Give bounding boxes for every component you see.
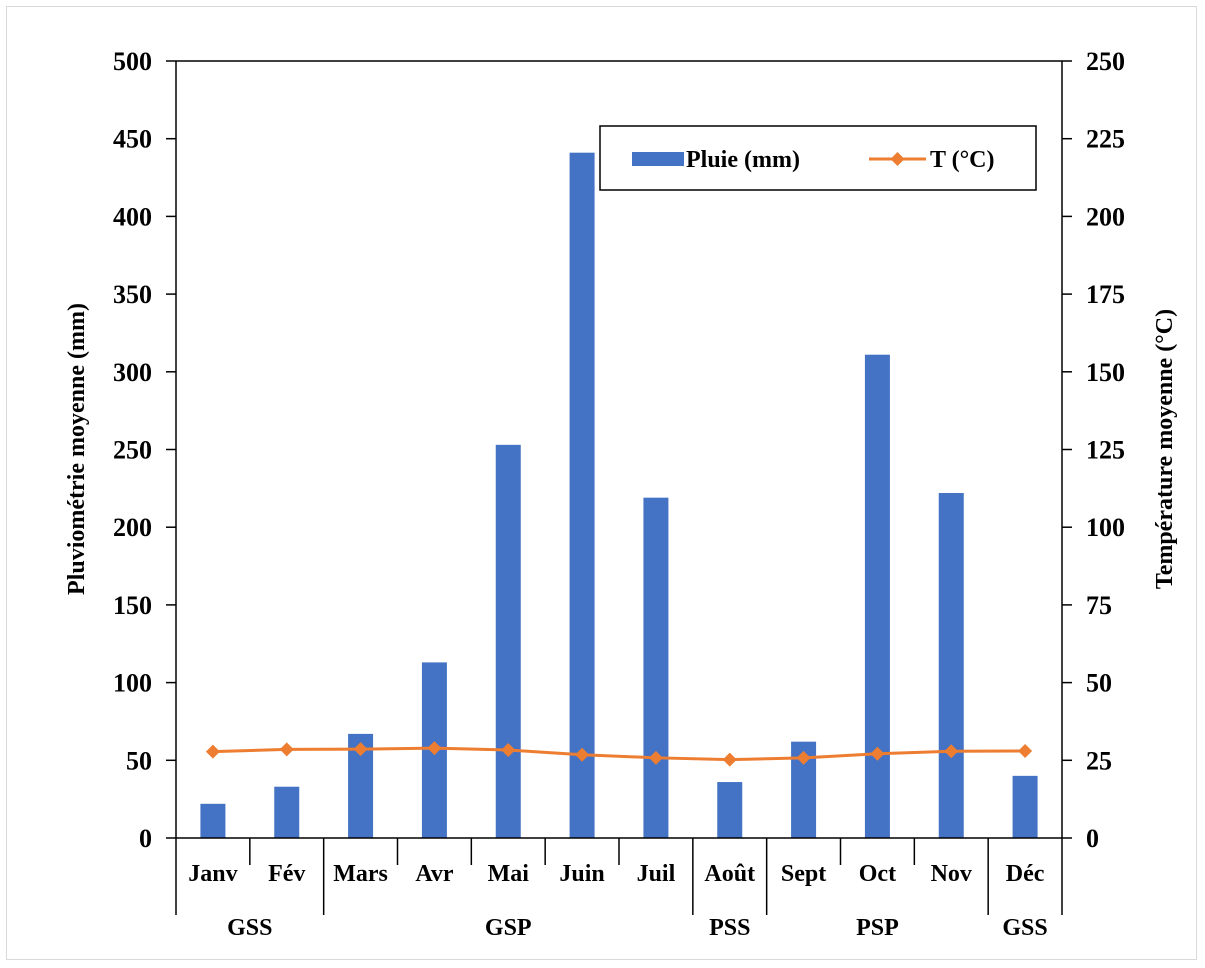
left-tick-label: 50 <box>126 746 152 775</box>
month-labels: Janv Fév Mars Avr Mai Juin Juil Août Sept Oct Nov D… <box>188 838 1045 887</box>
left-tick-label: 400 <box>113 202 152 231</box>
temp-marker-Juil <box>648 750 663 765</box>
legend-rain-label: Pluie (mm) <box>686 147 800 173</box>
temp-marker-Oct <box>870 746 885 761</box>
temp-marker-Fév <box>279 742 294 757</box>
month-label-9: Sept <box>781 861 826 887</box>
temp-marker-Sept <box>796 750 811 765</box>
left-tick-label: 200 <box>113 513 152 542</box>
season-label-4: PSP <box>856 915 899 941</box>
month-label-4: Avr <box>415 861 454 887</box>
right-tick-label: 50 <box>1086 669 1112 698</box>
rain-bar-Juin <box>569 152 595 838</box>
legend-temp-marker <box>890 152 905 166</box>
right-tick-label: 0 <box>1086 824 1099 853</box>
right-tick-label: 25 <box>1086 746 1112 775</box>
legend: Pluie (mm) T (°C) <box>599 125 1037 191</box>
legend-box <box>599 125 1037 191</box>
temperature-line <box>205 741 1033 767</box>
month-label-6: Juin <box>559 861 604 887</box>
right-axis-title: Température moyenne (°C) <box>1152 309 1178 589</box>
month-label-2: Fév <box>268 861 305 887</box>
rain-bar-Janv <box>200 803 226 838</box>
temp-marker-Août <box>722 752 737 767</box>
right-tick-label: 75 <box>1086 591 1112 620</box>
right-tick-label: 125 <box>1086 436 1125 465</box>
season-label-2: GSP <box>485 915 532 941</box>
season-label-3: PSS <box>709 915 750 941</box>
rain-bar-Déc <box>1012 775 1038 838</box>
left-tick-label: 150 <box>113 591 152 620</box>
month-label-3: Mars <box>333 861 388 887</box>
left-tick-label: 450 <box>113 125 152 154</box>
right-axis-ticks: 0 25 50 75 100 125 150 175 200 225 250 <box>1062 47 1125 853</box>
month-label-10: Oct <box>859 861 896 887</box>
left-tick-label: 300 <box>113 358 152 387</box>
rain-bars <box>200 152 1038 838</box>
right-tick-label: 150 <box>1086 358 1125 387</box>
month-label-12: Déc <box>1006 861 1045 887</box>
left-tick-label: 500 <box>113 47 152 76</box>
legend-rain-swatch <box>632 152 684 166</box>
left-tick-label: 350 <box>113 280 152 309</box>
month-label-7: Juil <box>637 861 676 887</box>
temperature-series-line <box>212 746 1026 762</box>
legend-temp-label: T (°C) <box>930 147 995 173</box>
temp-marker-Déc <box>1018 743 1033 758</box>
right-tick-label: 250 <box>1086 47 1125 76</box>
left-axis-title: Pluviométrie moyenne (mm) <box>64 303 90 595</box>
left-tick-label: 100 <box>113 669 152 698</box>
chart-frame <box>6 6 1197 960</box>
season-labels: GSS GSP PSS PSP GSS <box>227 865 1048 941</box>
temp-marker-Mai <box>501 743 516 758</box>
rain-bar-Août <box>717 782 743 838</box>
right-tick-label: 175 <box>1086 280 1125 309</box>
right-tick-label: 225 <box>1086 125 1125 154</box>
temp-marker-Janv <box>205 744 220 759</box>
season-label-1: GSS <box>227 915 272 941</box>
right-tick-label: 200 <box>1086 202 1125 231</box>
temp-marker-Nov <box>944 744 959 759</box>
month-label-11: Nov <box>931 861 972 887</box>
right-tick-label: 100 <box>1086 513 1125 542</box>
rain-bar-Oct <box>864 354 890 838</box>
rain-bar-Mai <box>495 444 521 838</box>
left-tick-label: 0 <box>139 824 152 853</box>
month-label-8: Août <box>704 861 755 887</box>
temp-marker-Mars <box>353 742 368 757</box>
temp-marker-Juin <box>575 747 590 762</box>
left-tick-label: 250 <box>113 436 152 465</box>
rain-bar-Nov <box>938 493 964 838</box>
month-label-1: Janv <box>188 861 237 887</box>
left-axis-ticks: 0 50 100 150 200 250 300 350 400 450 500 <box>113 47 176 853</box>
season-label-5: GSS <box>1002 915 1047 941</box>
rain-bar-Fév <box>274 786 300 838</box>
month-label-5: Mai <box>488 861 530 887</box>
temp-marker-Avr <box>427 741 442 756</box>
rain-bar-Juil <box>643 497 669 838</box>
